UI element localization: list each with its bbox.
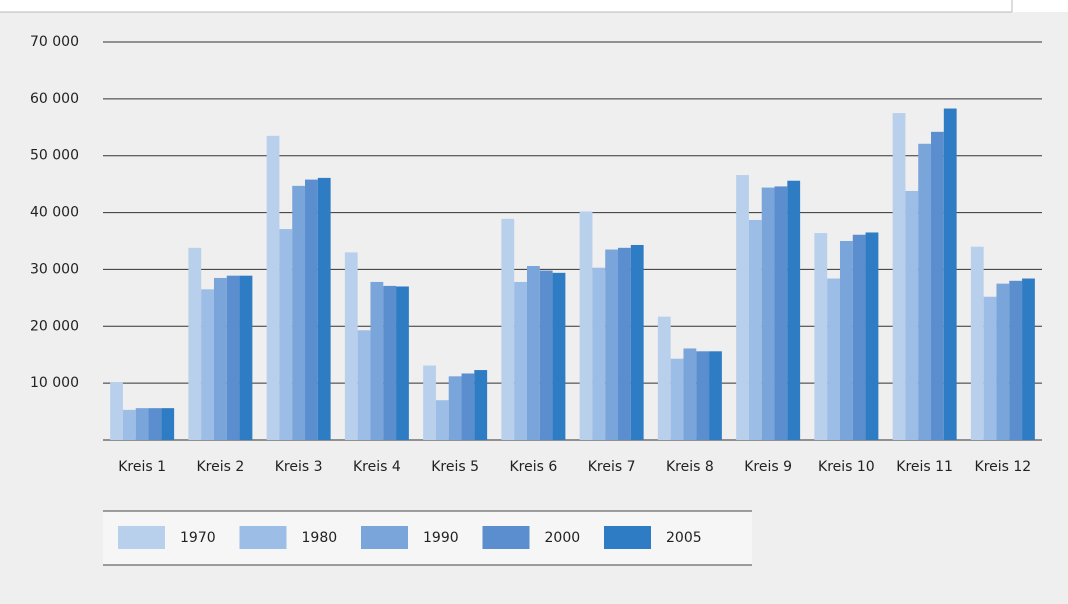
bar [435, 400, 449, 440]
x-tick-label: Kreis 5 [431, 459, 479, 475]
y-tick-label: 10 000 [30, 375, 79, 391]
x-tick-label: Kreis 6 [509, 459, 557, 475]
x-tick-label: Kreis 2 [196, 459, 244, 475]
bar [1022, 278, 1035, 440]
bar [761, 187, 775, 440]
bar [852, 234, 866, 440]
bar [396, 286, 409, 440]
bar [226, 275, 240, 440]
legend-label: 2005 [666, 530, 702, 546]
bar [474, 370, 488, 440]
x-tick-label: Kreis 8 [666, 459, 714, 475]
bar [161, 408, 175, 440]
bar [630, 244, 644, 440]
bar [110, 382, 123, 440]
bar [996, 283, 1010, 440]
bar [539, 270, 553, 440]
bar [370, 281, 384, 440]
y-tick-label: 50 000 [30, 148, 79, 164]
bar [239, 275, 253, 440]
bar [122, 409, 136, 440]
legend-label: 1990 [423, 530, 459, 546]
bar [448, 376, 462, 440]
bar [213, 277, 227, 440]
legend-label: 1970 [180, 530, 216, 546]
bar [683, 348, 697, 440]
bar [670, 358, 684, 440]
legend-label: 2000 [545, 530, 581, 546]
bar [579, 211, 593, 440]
x-tick-label: Kreis 10 [818, 459, 875, 475]
legend-swatch [482, 526, 530, 549]
bar [983, 296, 997, 440]
legend-swatch [361, 526, 408, 549]
y-tick-label: 30 000 [30, 261, 79, 277]
bar [865, 232, 879, 440]
x-tick-label: Kreis 1 [118, 459, 166, 475]
bar [931, 131, 944, 440]
y-tick-label: 60 000 [30, 91, 79, 107]
bar [696, 351, 710, 440]
x-tick-label: Kreis 9 [744, 459, 792, 475]
bar [305, 179, 318, 440]
bar [787, 180, 801, 440]
bar [814, 233, 828, 440]
x-tick-label: Kreis 12 [975, 459, 1032, 475]
bar [736, 175, 749, 440]
bar [970, 246, 984, 440]
bar [592, 267, 606, 440]
y-tick-label: 20 000 [30, 318, 79, 334]
bar [279, 229, 293, 440]
bar [774, 186, 788, 440]
bar [839, 241, 853, 440]
bar [188, 247, 202, 440]
legend-swatch [604, 526, 651, 549]
bar [292, 185, 306, 440]
bar [1009, 280, 1023, 440]
bar [618, 247, 631, 440]
bar [344, 252, 358, 440]
bar [892, 113, 906, 441]
bar [827, 278, 840, 440]
y-tick-label: 70 000 [30, 34, 79, 50]
legend-label: 1980 [302, 530, 338, 546]
legend-swatch [239, 526, 287, 549]
bar [657, 316, 671, 440]
bar [552, 272, 566, 440]
bar [514, 281, 527, 440]
bar [461, 373, 475, 440]
x-tick-label: Kreis 4 [353, 459, 401, 475]
bar [905, 190, 919, 440]
bar [148, 408, 162, 440]
bar [357, 330, 371, 440]
bar [135, 408, 149, 440]
x-tick-label: Kreis 11 [896, 459, 953, 475]
bar [748, 219, 762, 440]
bar [526, 266, 540, 440]
x-tick-label: Kreis 3 [275, 459, 323, 475]
bar [918, 143, 932, 440]
y-tick-label: 40 000 [30, 205, 79, 221]
bar [383, 285, 397, 440]
bar [266, 135, 280, 441]
bar [201, 289, 214, 440]
bar [605, 249, 619, 440]
bar [943, 108, 957, 440]
bar [501, 218, 515, 440]
legend-swatch [118, 526, 165, 549]
bar [423, 365, 436, 440]
x-tick-label: Kreis 7 [588, 459, 636, 475]
bar [317, 177, 331, 441]
bar [709, 351, 722, 440]
